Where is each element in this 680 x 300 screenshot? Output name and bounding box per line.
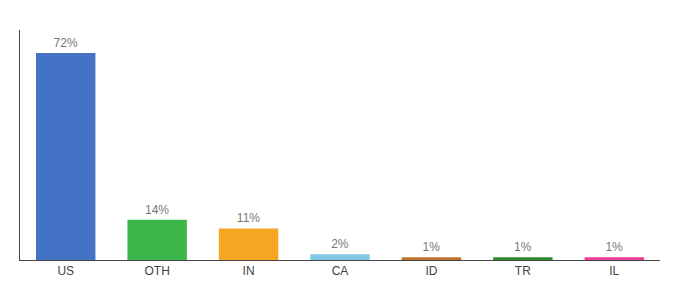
svg-text:IN: IN (243, 264, 255, 278)
svg-text:11%: 11% (237, 211, 260, 225)
svg-text:14%: 14% (145, 203, 169, 217)
svg-text:IL: IL (609, 264, 619, 278)
svg-text:US: US (57, 264, 74, 278)
svg-text:2%: 2% (331, 237, 349, 251)
svg-text:1%: 1% (423, 240, 441, 254)
svg-text:CA: CA (332, 264, 349, 278)
svg-text:1%: 1% (514, 240, 532, 254)
svg-text:TR: TR (515, 264, 531, 278)
svg-text:72%: 72% (54, 36, 78, 50)
svg-text:OTH: OTH (144, 264, 169, 278)
svg-text:ID: ID (425, 264, 437, 278)
svg-text:1%: 1% (605, 240, 623, 254)
